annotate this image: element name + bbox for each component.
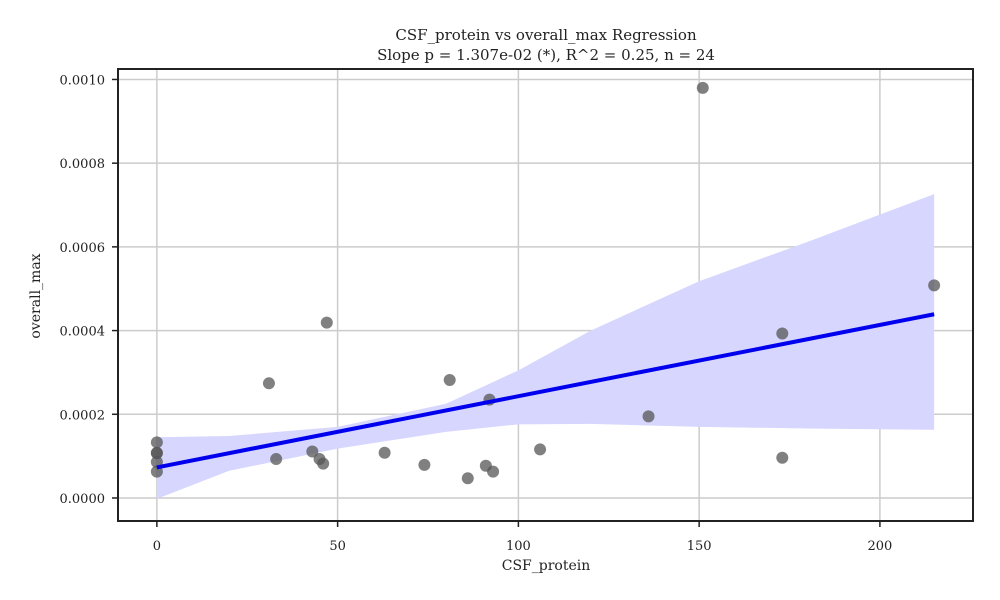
scatter-point-11	[378, 446, 391, 459]
scatter-point-10	[320, 316, 333, 329]
confidence-band-layer	[156, 194, 935, 499]
scatter-point-20	[696, 81, 709, 94]
confidence-band	[156, 194, 935, 499]
chart-title: CSF_protein vs overall_max Regression	[395, 26, 697, 44]
scatter-point-12	[418, 458, 431, 471]
scatter-point-21	[776, 327, 789, 340]
x-tick-label-3: 150	[687, 539, 712, 554]
regression-line-layer	[156, 312, 935, 470]
y-tick-label-3: 0.0006	[60, 241, 106, 256]
scatter-point-19	[642, 410, 655, 423]
y-tick-label-5: 0.0010	[60, 73, 106, 88]
y-tick-label-4: 0.0008	[60, 157, 106, 172]
scatter-point-18	[534, 443, 547, 456]
scatter-point-22	[776, 451, 789, 464]
x-axis-ticks: 0 50 100 150 200	[153, 521, 892, 554]
y-tick-label-1: 0.0002	[60, 408, 106, 423]
scatter-point-6	[270, 453, 283, 466]
scatter-point-5	[262, 377, 275, 390]
chart-subtitle: Slope p = 1.307e-02 (*), R^2 = 0.25, n =…	[377, 46, 715, 64]
scatter-point-23	[928, 279, 941, 292]
scatter-point-14	[461, 472, 474, 485]
scatter-point-7	[306, 445, 319, 458]
x-tick-label-0: 0	[153, 539, 161, 554]
scatter-point-0	[150, 436, 163, 449]
regression-line	[156, 312, 935, 470]
scatter-point-13	[443, 373, 456, 386]
scatter-point-9	[317, 457, 330, 470]
y-tick-label-2: 0.0004	[60, 325, 106, 340]
x-tick-label-2: 100	[506, 539, 531, 554]
x-tick-label-4: 200	[867, 539, 892, 554]
scatter-point-2	[150, 447, 163, 460]
y-axis-label: overall_max	[28, 253, 44, 338]
y-axis-ticks: 0.0000 0.0002 0.0004 0.0006 0.0008 0.0010	[60, 73, 118, 507]
plot-frame	[117, 68, 974, 522]
y-tick-label-0: 0.0000	[60, 492, 106, 507]
x-tick-label-1: 50	[329, 539, 346, 554]
x-axis-label: CSF_protein	[502, 558, 591, 574]
scatter-point-17	[487, 465, 500, 478]
